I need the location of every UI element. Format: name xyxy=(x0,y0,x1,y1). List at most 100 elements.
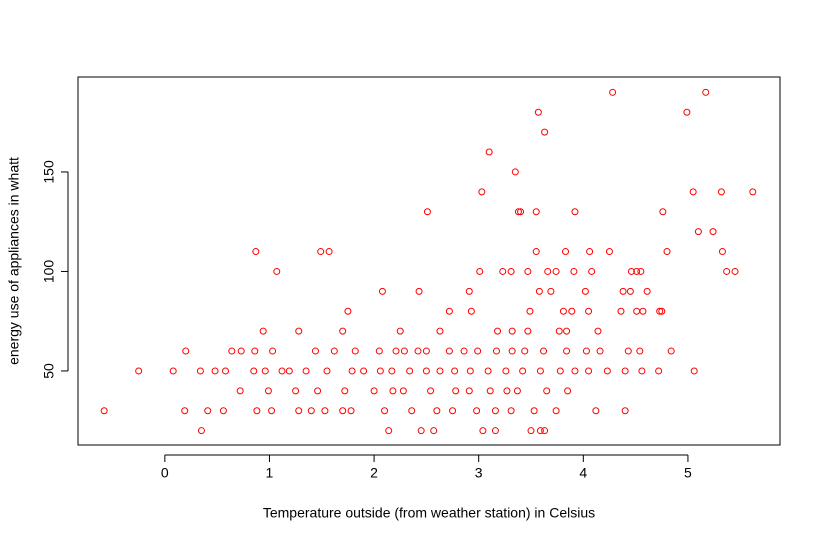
point xyxy=(689,188,697,196)
point xyxy=(639,307,647,315)
point xyxy=(314,387,322,395)
point xyxy=(423,208,431,216)
point xyxy=(325,248,333,256)
point xyxy=(169,367,177,375)
point xyxy=(408,407,416,415)
point xyxy=(250,367,258,375)
point xyxy=(718,248,726,256)
point xyxy=(323,367,331,375)
point xyxy=(427,387,435,395)
point xyxy=(376,367,384,375)
point xyxy=(656,307,664,315)
point xyxy=(552,267,560,275)
y-tick-label: 100 xyxy=(41,260,57,284)
point xyxy=(717,188,725,196)
point xyxy=(259,327,267,335)
point xyxy=(517,208,525,216)
point xyxy=(476,267,484,275)
point xyxy=(530,407,538,415)
point xyxy=(351,347,359,355)
point xyxy=(473,407,481,415)
point xyxy=(571,208,579,216)
point xyxy=(422,347,430,355)
point xyxy=(570,267,578,275)
point xyxy=(445,307,453,315)
point xyxy=(547,287,555,295)
point xyxy=(399,387,407,395)
point xyxy=(663,248,671,256)
point xyxy=(541,427,549,435)
point xyxy=(465,287,473,295)
point xyxy=(400,347,408,355)
point xyxy=(594,327,602,335)
point xyxy=(723,267,731,275)
point xyxy=(204,407,212,415)
point xyxy=(347,407,355,415)
point xyxy=(449,407,457,415)
point xyxy=(100,407,108,415)
point xyxy=(526,307,534,315)
point xyxy=(375,347,383,355)
point xyxy=(339,327,347,335)
point xyxy=(552,407,560,415)
point xyxy=(474,347,482,355)
point xyxy=(295,407,303,415)
point xyxy=(285,367,293,375)
point xyxy=(295,327,303,335)
point xyxy=(633,307,641,315)
point xyxy=(585,367,593,375)
point xyxy=(562,248,570,256)
point xyxy=(694,228,702,236)
point xyxy=(690,367,698,375)
point xyxy=(543,387,551,395)
point xyxy=(585,307,593,315)
point xyxy=(564,387,572,395)
point xyxy=(196,367,204,375)
point xyxy=(422,367,430,375)
point xyxy=(236,387,244,395)
point xyxy=(492,347,500,355)
x-tick-label: 3 xyxy=(475,465,483,481)
point xyxy=(251,347,259,355)
point xyxy=(466,367,474,375)
point xyxy=(667,347,675,355)
point xyxy=(273,267,281,275)
point xyxy=(536,427,544,435)
point xyxy=(637,267,645,275)
point xyxy=(417,427,425,435)
point xyxy=(633,267,641,275)
point xyxy=(499,267,507,275)
point xyxy=(502,367,510,375)
point xyxy=(181,407,189,415)
point xyxy=(341,387,349,395)
point xyxy=(536,367,544,375)
y-tick-label: 150 xyxy=(41,160,57,184)
point xyxy=(197,427,205,435)
point xyxy=(683,108,691,116)
point xyxy=(381,407,389,415)
point xyxy=(261,367,269,375)
point xyxy=(581,287,589,295)
x-tick-label: 2 xyxy=(370,465,378,481)
point xyxy=(396,327,404,335)
point xyxy=(519,367,527,375)
point xyxy=(532,208,540,216)
point xyxy=(494,327,502,335)
point xyxy=(479,427,487,435)
point xyxy=(378,287,386,295)
point xyxy=(638,367,646,375)
point xyxy=(619,287,627,295)
point xyxy=(228,347,236,355)
point xyxy=(344,307,352,315)
point xyxy=(588,267,596,275)
point xyxy=(414,347,422,355)
point xyxy=(491,407,499,415)
point xyxy=(731,267,739,275)
point xyxy=(445,347,453,355)
point xyxy=(596,347,604,355)
x-tick-label: 1 xyxy=(266,465,274,481)
point xyxy=(621,367,629,375)
point xyxy=(264,387,272,395)
point xyxy=(556,367,564,375)
point xyxy=(253,407,261,415)
